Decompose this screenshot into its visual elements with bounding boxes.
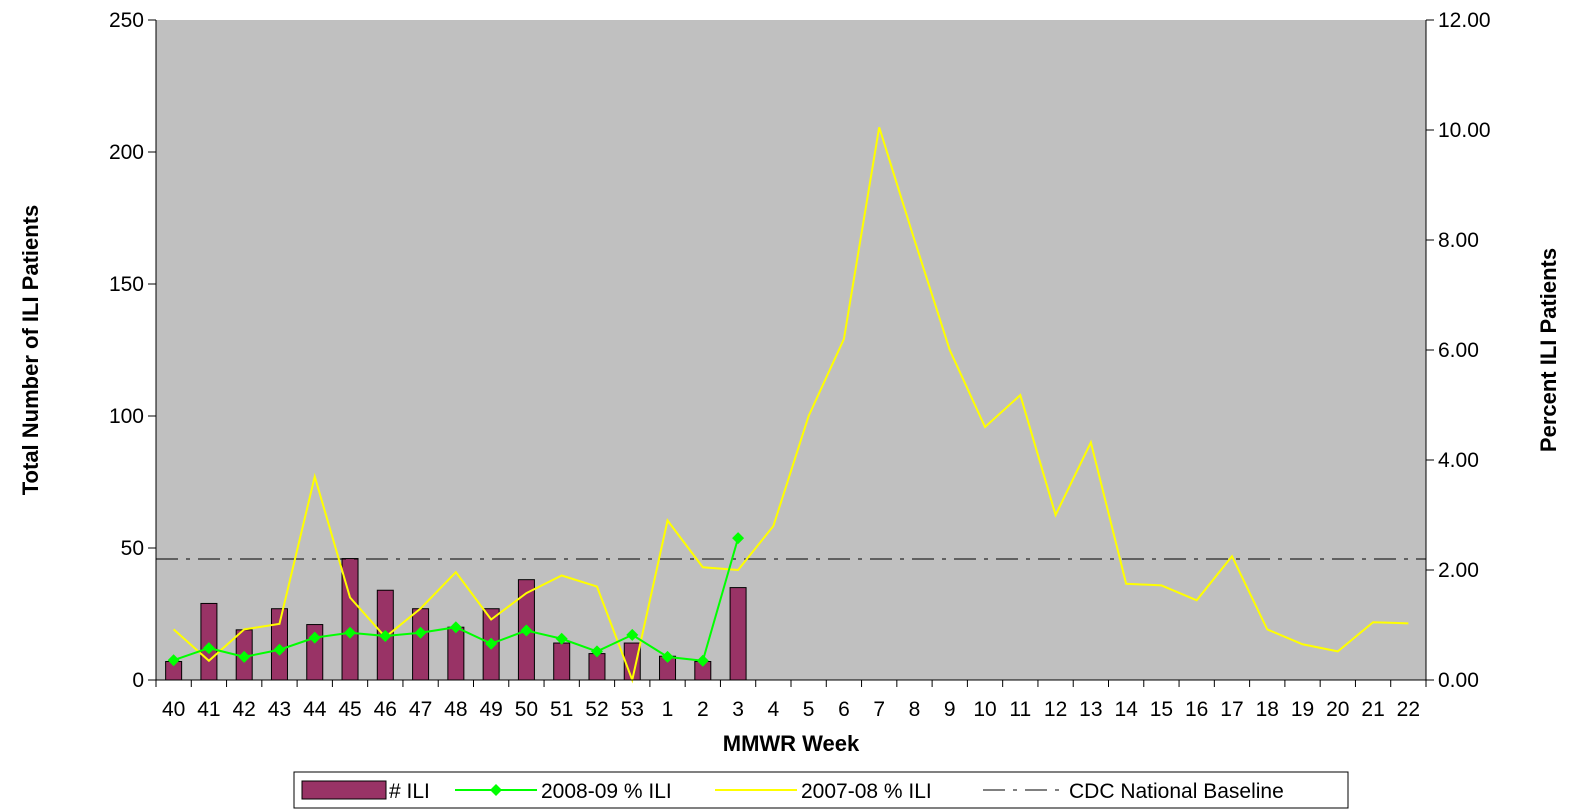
x-tick-label: 21 bbox=[1361, 698, 1384, 721]
x-tick-label: 40 bbox=[162, 698, 185, 721]
x-tick-label: 51 bbox=[550, 698, 573, 721]
x-tick-label: 44 bbox=[303, 698, 327, 721]
series-2008-09-marker bbox=[626, 628, 639, 641]
series-2007-08-line bbox=[172, 126, 1409, 684]
series-2008-09-marker bbox=[167, 654, 180, 667]
series-2008-09-marker bbox=[273, 643, 286, 656]
y-left-axis-title: Total Number of ILI Patients bbox=[18, 205, 43, 496]
x-tick-label: 8 bbox=[909, 698, 921, 721]
y-left-tick-label: 100 bbox=[109, 405, 144, 428]
series-2008-09-marker bbox=[308, 631, 321, 644]
x-tick-label: 7 bbox=[873, 698, 885, 721]
x-tick-label: 3 bbox=[732, 698, 744, 721]
series-2008-09-marker bbox=[379, 630, 392, 642]
y-left-tick-label: 150 bbox=[109, 273, 144, 296]
legend-label-ili: # ILI bbox=[389, 780, 430, 803]
legend-label-baseline: CDC National Baseline bbox=[1069, 780, 1284, 803]
x-tick-label: 4 bbox=[768, 698, 780, 721]
x-tick-label: 2 bbox=[697, 698, 709, 721]
ili-count-bar bbox=[729, 587, 747, 681]
x-tick-label: 10 bbox=[973, 698, 996, 721]
x-tick-label: 41 bbox=[197, 698, 220, 721]
x-tick-label: 1 bbox=[662, 698, 674, 721]
y-left-tick-label: 50 bbox=[121, 537, 144, 560]
ili-count-bar bbox=[412, 608, 430, 681]
ili-count-bar bbox=[447, 626, 465, 681]
x-tick-label: 5 bbox=[803, 698, 815, 721]
x-tick-label: 16 bbox=[1185, 698, 1208, 721]
legend: # ILI 2008-09 % ILI 2007-08 % ILI CDC Natio… bbox=[293, 771, 1349, 809]
plot-area bbox=[156, 20, 1426, 680]
x-tick-label: 11 bbox=[1009, 698, 1031, 721]
x-tick-label: 52 bbox=[585, 698, 608, 721]
legend-label-2007-08: 2007-08 % ILI bbox=[801, 780, 932, 803]
legend-swatch-ili-bar bbox=[301, 780, 387, 800]
x-tick-label: 17 bbox=[1220, 698, 1243, 721]
x-tick-label: 45 bbox=[338, 698, 361, 721]
x-tick-label: 42 bbox=[233, 698, 256, 721]
x-tick-label: 15 bbox=[1150, 698, 1173, 721]
series-2008-09-marker bbox=[555, 632, 568, 645]
x-tick-label: 22 bbox=[1397, 698, 1420, 721]
series-2008-09-marker bbox=[590, 645, 603, 658]
y-right-axis-title: Percent ILI Patients bbox=[1536, 248, 1561, 452]
series-2008-09-marker bbox=[449, 621, 462, 634]
y-left-tick-label: 250 bbox=[109, 9, 144, 32]
series-2008-09-marker bbox=[485, 637, 498, 650]
legend-swatch-2008-09-marker bbox=[490, 784, 502, 796]
legend-label-2008-09: 2008-09 % ILI bbox=[541, 780, 672, 803]
ili-count-bar bbox=[553, 642, 571, 681]
x-tick-label: 20 bbox=[1326, 698, 1349, 721]
x-tick-label: 48 bbox=[444, 698, 467, 721]
x-tick-label: 13 bbox=[1079, 698, 1102, 721]
series-2008-09-marker bbox=[238, 650, 251, 663]
x-tick-label: 49 bbox=[479, 698, 502, 721]
series-2008-09-marker bbox=[202, 642, 215, 655]
ili-count-bar bbox=[200, 602, 218, 681]
x-tick-label: 12 bbox=[1044, 698, 1067, 721]
ili-count-bar bbox=[623, 642, 641, 681]
x-tick-label: 46 bbox=[374, 698, 397, 721]
y-right-tick-label: 8.00 bbox=[1438, 229, 1479, 252]
series-2008-09-marker bbox=[344, 626, 357, 639]
y-right-tick-label: 10.00 bbox=[1438, 119, 1491, 142]
ili-count-bar bbox=[588, 653, 606, 681]
x-axis-title: MMWR Week bbox=[723, 731, 860, 756]
x-tick-label: 47 bbox=[409, 698, 432, 721]
x-tick-label: 53 bbox=[621, 698, 644, 721]
series-2008-09-marker bbox=[661, 650, 674, 663]
y-left-tick-label: 200 bbox=[109, 141, 144, 164]
x-tick-label: 9 bbox=[944, 698, 956, 721]
y-left-tick-label: 0 bbox=[132, 669, 144, 692]
y-right-tick-label: 4.00 bbox=[1438, 449, 1479, 472]
x-tick-label: 50 bbox=[515, 698, 538, 721]
series-2008-09-marker bbox=[520, 624, 533, 637]
series-2008-09-marker bbox=[732, 532, 745, 545]
x-tick-label: 18 bbox=[1256, 698, 1279, 721]
y-right-tick-label: 2.00 bbox=[1438, 559, 1479, 582]
x-tick-label: 43 bbox=[268, 698, 291, 721]
x-tick-label: 6 bbox=[838, 698, 850, 721]
series-2008-09-marker bbox=[414, 626, 427, 639]
series-2008-09-marker bbox=[696, 654, 709, 667]
y-right-tick-label: 12.00 bbox=[1438, 9, 1491, 32]
y-right-tick-label: 6.00 bbox=[1438, 339, 1479, 362]
y-right-tick-label: 0.00 bbox=[1438, 669, 1479, 692]
x-tick-label: 19 bbox=[1291, 698, 1314, 721]
x-tick-label: 14 bbox=[1114, 698, 1138, 721]
